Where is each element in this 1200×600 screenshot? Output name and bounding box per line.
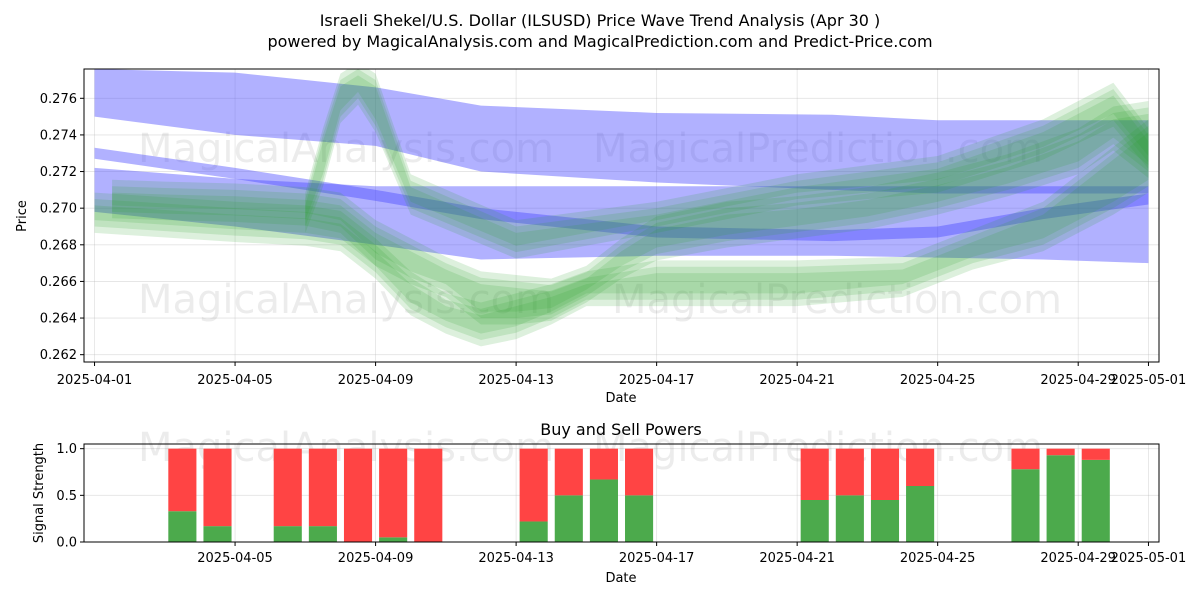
bottom-x-axis-label: Date <box>605 571 636 586</box>
top-y-tick-label: 0.274 <box>40 128 77 143</box>
sell-bar <box>203 448 232 527</box>
bottom-y-tick-label: 0.5 <box>56 489 77 504</box>
top-x-tick-label: 2025-05-01 <box>1111 373 1187 388</box>
top-x-tick-label: 2025-04-17 <box>619 373 695 388</box>
sell-bar <box>625 448 654 496</box>
band-green-price-wave <box>112 113 1149 312</box>
bottom-y-tick-label: 1.0 <box>56 442 77 457</box>
top-x-tick-label: 2025-04-25 <box>900 373 976 388</box>
sell-bar <box>414 448 443 542</box>
buy-bar <box>1081 459 1110 542</box>
sell-bar <box>589 448 618 480</box>
buy-bar <box>554 495 583 542</box>
buy-bar <box>203 526 232 542</box>
buy-bar <box>589 479 618 542</box>
sell-bar <box>554 448 583 496</box>
watermark-mid-left: MagicalAnalysis.com <box>138 277 554 323</box>
sell-bar <box>906 448 935 486</box>
bottom-plot-frame <box>83 443 1160 543</box>
sell-bar <box>273 448 302 527</box>
bottom-y-tick-label: 0.0 <box>56 536 77 551</box>
band-green-price-wave <box>112 107 1149 319</box>
bottom-x-tick-label: 2025-04-13 <box>478 551 554 566</box>
sell-bar <box>519 448 548 522</box>
top-x-tick-label: 2025-04-05 <box>197 373 273 388</box>
sell-bar <box>343 448 373 542</box>
buy-bar <box>308 526 337 542</box>
buy-bar <box>1046 455 1075 542</box>
buy-bar <box>870 500 900 542</box>
bottom-x-tick-label: 2025-04-29 <box>1040 551 1116 566</box>
band-green-forecast-lower <box>94 132 1149 334</box>
top-y-tick-label: 0.268 <box>40 238 77 253</box>
buy-bar <box>379 537 408 542</box>
buy-bar <box>1011 469 1040 542</box>
sell-bar <box>835 448 864 496</box>
top-x-axis-label: Date <box>605 391 636 406</box>
sell-bar <box>870 448 900 500</box>
watermark-mid-right: MagicalPrediction.com <box>612 277 1062 323</box>
top-y-tick-label: 0.264 <box>40 312 77 327</box>
watermark-top-left: MagicalAnalysis.com <box>138 126 554 172</box>
sell-bar <box>168 448 197 512</box>
bottom-x-tick-label: 2025-04-17 <box>619 551 695 566</box>
sell-bar <box>379 448 408 538</box>
top-plot-frame <box>83 68 1160 363</box>
bottom-x-tick-label: 2025-04-09 <box>338 551 414 566</box>
top-x-tick-label: 2025-04-29 <box>1040 373 1116 388</box>
bottom-x-tick-label: 2025-04-21 <box>759 551 835 566</box>
buy-bar <box>800 500 829 542</box>
top-y-tick-label: 0.276 <box>40 92 77 107</box>
sell-bar <box>308 448 337 527</box>
chart-subtitle: powered by MagicalAnalysis.com and Magic… <box>267 32 932 51</box>
top-x-tick-label: 2025-04-09 <box>338 373 414 388</box>
top-y-tick-label: 0.262 <box>40 348 77 363</box>
band-green-price-wave <box>112 101 1149 325</box>
band-green-forecast-upper <box>305 69 1149 259</box>
top-y-axis-label: Price <box>15 200 30 232</box>
top-x-tick-label: 2025-04-13 <box>478 373 554 388</box>
sell-bar <box>1011 448 1040 470</box>
bottom-x-tick-label: 2025-05-01 <box>1111 551 1187 566</box>
bottom-y-axis-label: Signal Strength <box>32 443 47 543</box>
top-y-tick-label: 0.272 <box>40 165 77 180</box>
chart-title: Israeli Shekel/U.S. Dollar (ILSUSD) Pric… <box>320 11 881 30</box>
band-green-forecast-lower <box>94 125 1149 341</box>
buy-sell-plot: MagicalAnalysis.com MagicalPrediction.co… <box>32 425 1186 586</box>
sell-bar <box>1081 448 1110 460</box>
sell-bar <box>800 448 829 500</box>
top-x-tick-label: 2025-04-01 <box>57 373 133 388</box>
price-wave-plot: MagicalAnalysis.com MagicalPrediction.co… <box>15 68 1187 406</box>
top-y-tick-label: 0.266 <box>40 275 77 290</box>
sell-bar <box>1046 448 1075 456</box>
top-x-tick-label: 2025-04-21 <box>759 373 835 388</box>
watermark-top-right: MagicalPrediction.com <box>593 126 1043 172</box>
band-blue-band-upper <box>94 69 1149 194</box>
buy-bar <box>625 495 654 542</box>
bottom-chart-title: Buy and Sell Powers <box>540 420 702 439</box>
band-green-forecast-upper <box>305 69 1149 253</box>
buy-bar <box>906 486 935 542</box>
buy-bar <box>168 511 197 542</box>
band-green-forecast-upper <box>305 75 1149 246</box>
buy-bar <box>273 526 302 542</box>
buy-bar <box>835 495 864 542</box>
top-y-tick-label: 0.270 <box>40 202 77 217</box>
buy-bar <box>519 521 548 542</box>
band-blue-band-lower <box>94 167 1149 264</box>
bottom-x-tick-label: 2025-04-05 <box>197 551 273 566</box>
bottom-x-tick-label: 2025-04-25 <box>900 551 976 566</box>
band-green-forecast-lower <box>94 119 1149 347</box>
